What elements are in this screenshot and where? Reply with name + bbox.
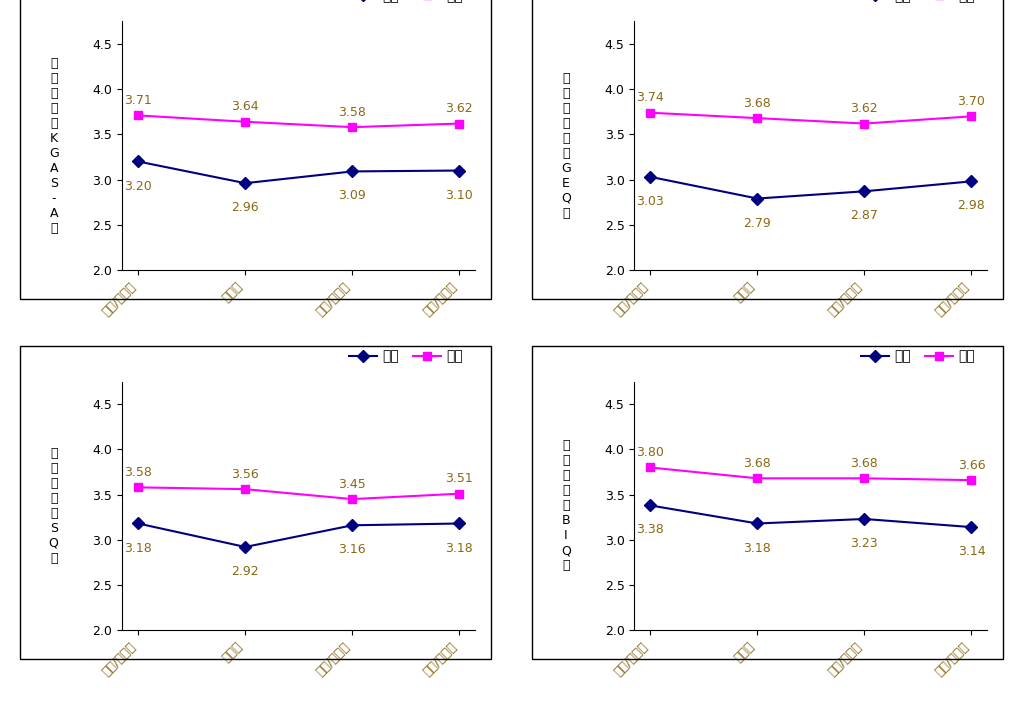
- Text: 2.92: 2.92: [231, 565, 259, 578]
- Text: 3.71: 3.71: [124, 94, 152, 107]
- Line: 여자: 여자: [134, 111, 463, 131]
- Text: 2.98: 2.98: [958, 200, 985, 213]
- Text: 3.74: 3.74: [636, 92, 664, 105]
- Text: 3.09: 3.09: [338, 190, 366, 203]
- Line: 남자: 남자: [134, 158, 463, 188]
- Y-axis label: 성
인
지
성
（
S
Q
）: 성 인 지 성 （ S Q ）: [49, 447, 59, 565]
- Line: 여자: 여자: [134, 483, 463, 503]
- 여자: [751, 114, 764, 122]
- 남자: [132, 519, 145, 528]
- Text: 2.79: 2.79: [743, 216, 772, 230]
- Text: 3.18: 3.18: [446, 541, 473, 555]
- 여자: [644, 108, 657, 117]
- Text: 3.80: 3.80: [636, 446, 665, 459]
- 여자: [346, 495, 358, 503]
- 남자: [965, 177, 977, 185]
- 여자: [239, 485, 251, 493]
- Legend: 남자, 여자: 남자, 여자: [855, 0, 980, 9]
- Line: 남자: 남자: [646, 501, 975, 531]
- 여자: [858, 474, 870, 483]
- 여자: [453, 120, 465, 128]
- Line: 남자: 남자: [134, 519, 463, 551]
- Text: 3.64: 3.64: [231, 100, 259, 113]
- 남자: [453, 166, 465, 175]
- 남자: [453, 519, 465, 528]
- Text: 3.56: 3.56: [231, 468, 260, 481]
- Text: 2.87: 2.87: [850, 209, 879, 223]
- 남자: [346, 521, 358, 530]
- 남자: [239, 179, 251, 188]
- 여자: [965, 476, 977, 485]
- Text: 3.38: 3.38: [636, 523, 664, 536]
- Text: 3.03: 3.03: [636, 195, 664, 208]
- 남자: [858, 187, 870, 195]
- Text: 3.18: 3.18: [743, 541, 772, 555]
- 남자: [239, 543, 251, 551]
- Text: 3.23: 3.23: [851, 537, 879, 550]
- Y-axis label: 성
평
등
의
식
（
G
E
Q
）: 성 평 등 의 식 （ G E Q ）: [561, 72, 571, 220]
- Text: 3.68: 3.68: [743, 457, 772, 470]
- Text: 3.70: 3.70: [958, 95, 985, 108]
- Legend: 남자, 여자: 남자, 여자: [855, 344, 980, 369]
- Text: 3.66: 3.66: [958, 459, 985, 472]
- Legend: 남자, 여자: 남자, 여자: [343, 344, 468, 369]
- Y-axis label: 성
인
지
력
（
K
G
A
S
-
A
）: 성 인 지 력 （ K G A S - A ）: [49, 57, 59, 235]
- Line: 남자: 남자: [646, 173, 975, 203]
- 여자: [751, 474, 764, 483]
- 여자: [239, 117, 251, 126]
- Text: 3.62: 3.62: [851, 102, 879, 115]
- 남자: [858, 515, 870, 523]
- Text: 3.58: 3.58: [124, 466, 152, 479]
- Text: 2.96: 2.96: [231, 201, 259, 214]
- 남자: [751, 194, 764, 203]
- 여자: [858, 120, 870, 128]
- 여자: [644, 463, 657, 472]
- Text: 3.58: 3.58: [338, 106, 366, 119]
- Text: 3.18: 3.18: [124, 541, 152, 555]
- Text: 3.45: 3.45: [338, 478, 366, 490]
- 여자: [132, 111, 145, 120]
- 남자: [644, 501, 657, 510]
- 여자: [965, 112, 977, 120]
- Text: 3.20: 3.20: [124, 180, 152, 193]
- Text: 3.16: 3.16: [338, 543, 366, 556]
- Text: 3.62: 3.62: [446, 102, 473, 115]
- Y-axis label: 실
행
의
지
（
B
I
Q
）: 실 행 의 지 （ B I Q ）: [561, 440, 571, 572]
- Line: 여자: 여자: [646, 463, 975, 484]
- Legend: 남자, 여자: 남자, 여자: [343, 0, 468, 9]
- 여자: [132, 483, 145, 492]
- Text: 3.10: 3.10: [446, 188, 473, 202]
- 남자: [644, 173, 657, 181]
- Line: 여자: 여자: [646, 109, 975, 127]
- Text: 3.51: 3.51: [446, 473, 473, 485]
- Text: 3.68: 3.68: [850, 457, 879, 470]
- 남자: [751, 519, 764, 528]
- 여자: [346, 123, 358, 132]
- 남자: [965, 523, 977, 531]
- 남자: [132, 158, 145, 166]
- 남자: [346, 167, 358, 175]
- Text: 3.14: 3.14: [958, 545, 985, 558]
- 여자: [453, 489, 465, 498]
- Text: 3.68: 3.68: [743, 97, 772, 110]
